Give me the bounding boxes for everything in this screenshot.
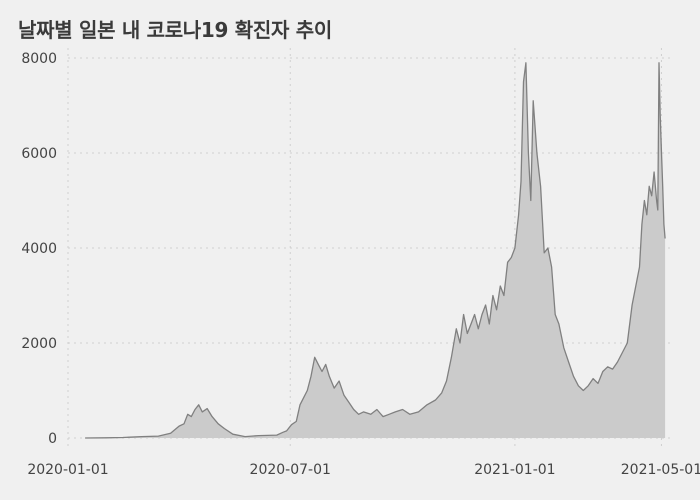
x-tick-label: 2020-07-01 [250, 462, 331, 478]
y-tick-label: 0 [48, 431, 57, 447]
y-tick-label: 2000 [21, 336, 57, 352]
y-tick-label: 8000 [21, 51, 57, 67]
chart-title: 날짜별 일본 내 코로나19 확진자 추이 [18, 18, 332, 42]
series-line [85, 62, 666, 439]
series-area [85, 62, 666, 439]
x-tick-label: 2020-01-01 [27, 462, 108, 478]
x-tick-label: 2021-01-01 [474, 462, 555, 478]
y-tick-label: 6000 [21, 146, 57, 162]
x-tick-label: 2021-05-01 [621, 462, 700, 478]
y-tick-label: 4000 [21, 241, 57, 257]
